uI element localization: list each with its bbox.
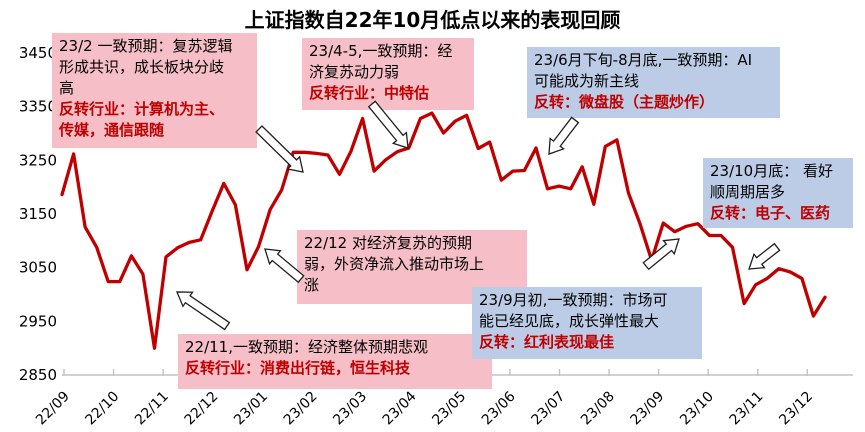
annotation-text-line: 涨 xyxy=(304,276,320,294)
annotation-text-line: 济复苏动力弱 xyxy=(309,63,400,81)
annotation-emphasis-line: 反转：微盘股（主题炒作） xyxy=(534,93,715,111)
annotation-text-line: 23/9月初,一致预期：市场可 xyxy=(479,291,668,309)
y-tick-label: 2950 xyxy=(19,312,57,330)
annotation-text-line: 23/2 一致预期：复苏逻辑 xyxy=(59,37,233,55)
annotation-box-anno-22-11: 22/11,一致预期：经济整体预期悲观 反转行业：消费出行链，恒生科技 xyxy=(178,334,492,389)
annotation-emphasis-line: 反转行业：消费出行链，恒生科技 xyxy=(185,359,411,377)
annotation-emphasis-line: 传媒，通信跟随 xyxy=(59,121,165,139)
annotation-box-anno-23-04: 23/4-5,一致预期：经 济复苏动力弱反转行业：中特估 xyxy=(302,38,474,110)
annotation-text-line: 顺周期居多 xyxy=(710,183,786,201)
annotation-text-line: 22/12 对经济复苏的预期 xyxy=(304,234,472,252)
annotation-text-line: 弱，外资净流入推动市场上 xyxy=(304,255,485,273)
y-tick-label: 3050 xyxy=(19,259,57,277)
y-tick-label: 3350 xyxy=(19,98,57,116)
annotation-emphasis-line: 反转：红利表现最佳 xyxy=(479,333,615,351)
y-tick-label: 3150 xyxy=(19,205,57,223)
annotation-text-line: 22/11,一致预期：经济整体预期悲观 xyxy=(185,338,428,356)
annotation-text-line: 23/10月底： 看好 xyxy=(710,162,833,180)
annotation-text-line: 能已经见底，成长弹性最大 xyxy=(479,312,660,330)
y-tick-label: 3450 xyxy=(19,44,57,62)
annotation-text-line: 23/4-5,一致预期：经 xyxy=(309,42,453,60)
annotation-box-anno-23-02: 23/2 一致预期：复苏逻辑 形成共识，成长板块分歧高反转行业：计算机为主、 传媒，… xyxy=(52,33,257,148)
annotation-text-line: 可能成为新主线 xyxy=(534,72,640,90)
price-line xyxy=(60,111,827,350)
chart-title: 上证指数自22年10月低点以来的表现回顾 xyxy=(244,8,621,32)
annotation-box-anno-23-09: 23/9月初,一致预期：市场可 能已经见底，成长弹性最大 反转：红利表现最佳 xyxy=(472,287,702,359)
y-tick-label: 2850 xyxy=(19,366,57,384)
annotation-text-line: 形成共识，成长板块分歧 xyxy=(59,58,225,76)
annotation-emphasis-line: 反转：电子、医药 xyxy=(710,204,831,222)
annotation-emphasis-line: 反转行业：计算机为主、 xyxy=(59,100,225,118)
annotation-emphasis-line: 反转行业：中特估 xyxy=(309,84,430,102)
annotation-box-anno-23-06: 23/6月下旬-8月底,一致预期：AI 可能成为新主线反转：微盘股（主题炒作） xyxy=(527,47,780,118)
annotation-text-line: 23/6月下旬-8月底,一致预期：AI xyxy=(534,51,753,69)
y-tick-label: 3250 xyxy=(19,151,57,169)
annotation-box-anno-23-10: 23/10月底： 看好 顺周期居多反转：电子、医药 xyxy=(703,158,853,228)
annotation-text-line: 高 xyxy=(59,79,75,97)
